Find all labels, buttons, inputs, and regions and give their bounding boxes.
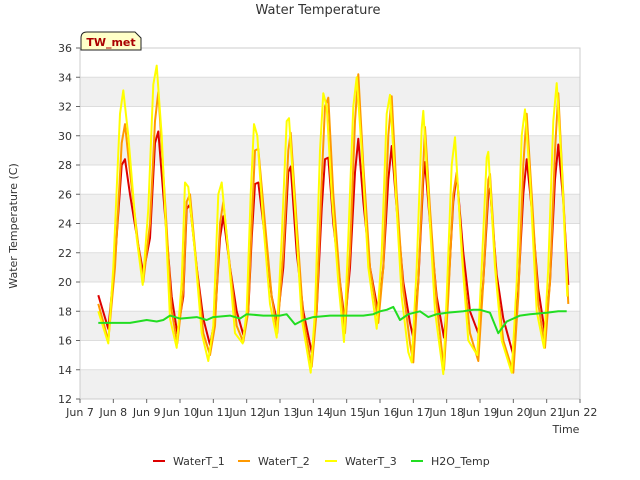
legend-item-h2o-temp: H2O_Temp [411,455,490,468]
station-badge-shape [80,31,142,51]
legend-item-watert-2: WaterT_2 [238,455,310,468]
legend-label: WaterT_3 [345,455,397,468]
x-axis-label: Time [552,423,580,436]
chart-title: Water Temperature [256,3,381,18]
y-tick-label: 24 [58,218,72,231]
legend-label: H2O_Temp [431,455,490,468]
grid-band [80,194,580,224]
series-line-watert-3 [97,64,569,376]
y-tick-label: 30 [58,130,72,143]
grid-band [80,369,580,399]
legend-item-watert-3: WaterT_3 [325,455,397,468]
x-tick-label: Jun 13 [262,406,298,419]
x-tick-label: Jun 12 [228,406,264,419]
series-lines [97,64,570,376]
station-badge: TW_met [80,31,142,51]
y-tick-label: 26 [58,188,72,201]
legend-label: WaterT_1 [173,455,225,468]
grid-band [80,252,580,282]
x-tick-label: Jun 21 [528,406,564,419]
x-tick-label: Jun 8 [98,406,127,419]
x-tick-label: Jun 15 [328,406,364,419]
x-tick-label: Jun 18 [428,406,464,419]
x-tick-label: Jun 11 [195,406,231,419]
station-badge-label: TW_met [86,36,135,49]
x-tick-label: Jun 14 [295,406,331,419]
x-tick-label: Jun 22 [562,406,598,419]
y-tick-label: 28 [58,159,72,172]
x-tick-label: Jun 10 [162,406,198,419]
x-tick-label: Jun 19 [462,406,498,419]
y-tick-label: 22 [58,247,72,260]
legend-label: WaterT_2 [258,455,310,468]
y-tick-label: 14 [58,364,72,377]
series-line-h2o-temp [98,305,567,335]
x-tick-label: Jun 7 [65,406,94,419]
legend-item-watert-1: WaterT_1 [153,455,225,468]
legend: WaterT_1 WaterT_2 WaterT_3 H2O_Temp [153,455,490,468]
x-tick-label: Jun 17 [395,406,431,419]
y-axis-label: Water Temperature (C) [7,163,20,288]
y-tick-label: 18 [58,305,72,318]
x-tick-label: Jun 9 [132,406,161,419]
y-tick-label: 32 [58,101,72,114]
y-tick-label: 16 [58,335,72,348]
y-tick-label: 34 [58,71,72,84]
grid-band [80,77,580,107]
y-axis-ticks: 12 14 16 18 20 22 24 26 28 30 32 34 36 [58,42,80,406]
y-tick-label: 20 [58,276,72,289]
y-tick-label: 12 [58,393,72,406]
y-tick-label: 36 [58,42,72,55]
x-tick-label: Jun 16 [362,406,398,419]
x-tick-label: Jun 20 [495,406,531,419]
